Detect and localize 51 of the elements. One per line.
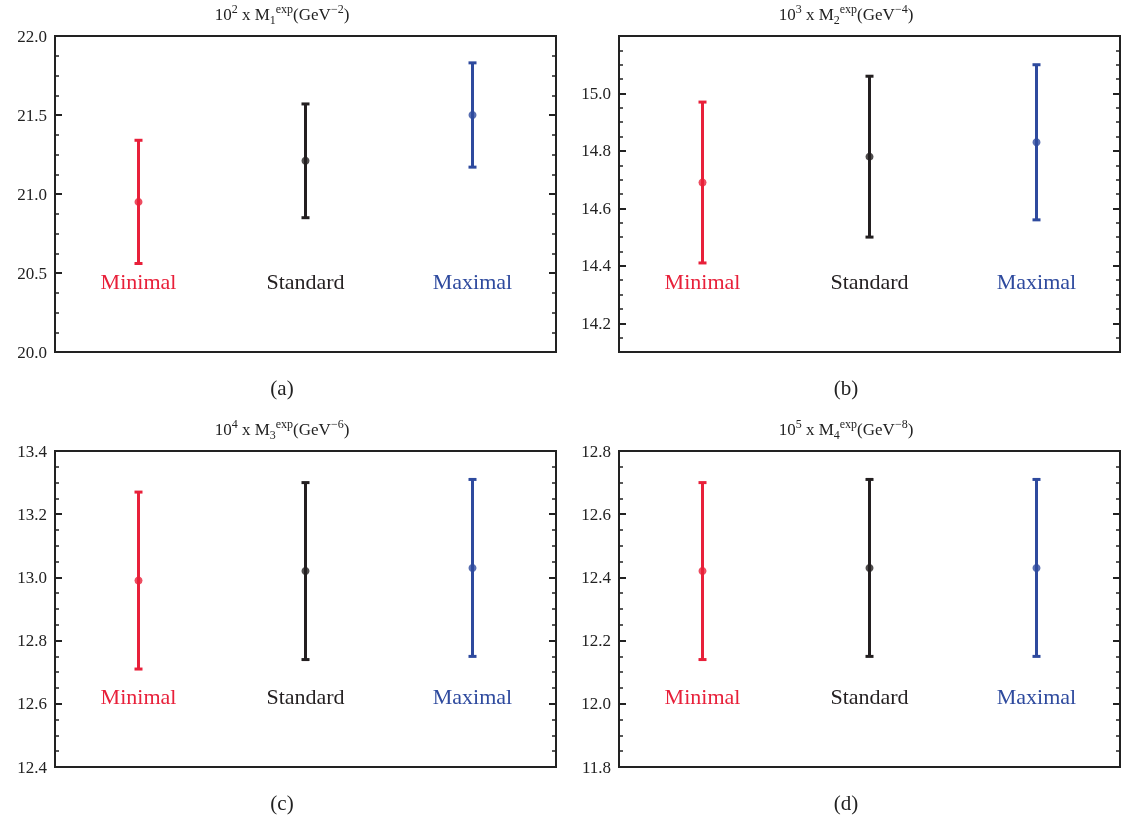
y-tick-label: 12.8	[17, 631, 47, 651]
point	[865, 152, 874, 161]
y-tick-label: 14.4	[581, 256, 612, 276]
point	[468, 111, 477, 119]
y-tick-label: 13.4	[17, 441, 48, 461]
point	[134, 197, 143, 206]
point	[698, 178, 707, 187]
y-tick-label: 15.0	[581, 83, 611, 103]
point	[301, 567, 310, 576]
point	[134, 576, 143, 585]
x-tick-label: Standard	[830, 268, 909, 294]
y-tick-label: 12.6	[581, 504, 611, 524]
y-tick-label: 14.8	[581, 141, 611, 161]
y-tick-label: 14.6	[581, 198, 611, 218]
x-tick-label: Maximal	[996, 268, 1077, 294]
x-tick-label: Maximal	[432, 268, 513, 294]
text: (c)	[269, 791, 295, 816]
x-tick-label: Minimal	[664, 268, 741, 294]
text: (b)	[832, 376, 860, 401]
y-tick-label: 12.8	[581, 441, 611, 461]
y-tick-label: 20.5	[17, 263, 47, 283]
chart-title: 10$^{3}$ x M$_{2}$$^{exp}$(GeV$^{−4}$)	[777, 2, 915, 29]
chart-title: 10$^{4}$ x M$_{3}$$^{exp}$(GeV$^{−6}$)	[213, 417, 351, 444]
y-tick-label: 12.4	[581, 567, 612, 587]
y-tick-label: 12.4	[17, 757, 48, 777]
text: (d)	[832, 791, 860, 816]
y-tick-label: 22.0	[17, 26, 47, 46]
y-tick-label: 11.8	[581, 757, 611, 777]
x-tick-label: Minimal	[100, 268, 177, 294]
y-tick-label: 13.0	[17, 567, 47, 587]
x-tick-label: Minimal	[664, 683, 741, 709]
x-tick-label: Minimal	[100, 683, 177, 709]
x-tick-label: Maximal	[996, 683, 1077, 709]
y-tick-label: 13.2	[17, 504, 47, 524]
x-tick-label: Standard	[266, 268, 345, 294]
y-tick-label: 21.0	[17, 184, 47, 204]
text: (a)	[269, 376, 295, 401]
point	[468, 563, 477, 572]
y-tick-label: 12.2	[581, 631, 611, 651]
point	[1032, 138, 1041, 147]
point	[301, 156, 310, 165]
y-tick-label: 20.0	[17, 342, 47, 362]
chart-title: 10$^{2}$ x M$_{1}$$^{exp}$(GeV$^{−2}$)	[213, 2, 351, 29]
chart-title: 10$^{5}$ x M$_{4}$$^{exp}$(GeV$^{−8}$)	[777, 417, 915, 444]
x-tick-label: Standard	[830, 683, 909, 709]
y-tick-label: 12.6	[17, 694, 47, 714]
x-tick-label: Standard	[266, 683, 345, 709]
y-tick-label: 14.2	[581, 313, 611, 333]
y-tick-label: 21.5	[17, 105, 47, 125]
x-tick-label: Maximal	[432, 683, 513, 709]
y-tick-label: 12.0	[581, 694, 611, 714]
